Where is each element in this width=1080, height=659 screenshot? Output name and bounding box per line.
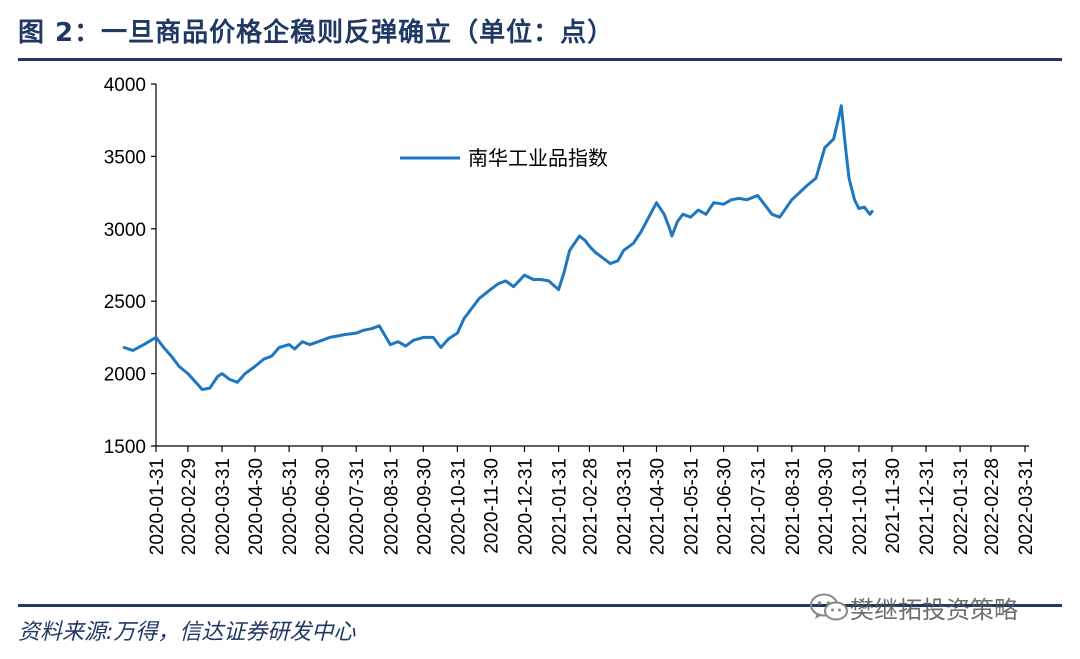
- x-tick-label: 2020-02-29: [179, 458, 200, 555]
- x-tick-labels: 2020-01-31 2020-02-29 2020-03-31 2020-04-30…: [147, 458, 1037, 555]
- x-tick-label: 2021-09-30: [816, 458, 837, 555]
- x-tick-label: 2020-06-30: [313, 458, 334, 555]
- series-line: [122, 104, 874, 391]
- y-tick-label: 1500: [104, 437, 146, 458]
- x-tick-label: 2021-07-31: [749, 458, 770, 555]
- series-layer: [122, 104, 874, 391]
- x-tick-label: 2021-03-31: [615, 458, 636, 555]
- x-tick-label: 2021-06-30: [715, 458, 736, 555]
- watermark-text: 樊继拓投资策略: [850, 596, 1018, 624]
- x-tick-label: 2020-09-30: [414, 458, 435, 555]
- x-tick-label: 2020-12-31: [516, 458, 537, 555]
- x-tick-label: 2020-03-31: [213, 458, 234, 555]
- x-tick-label: 2021-11-30: [883, 458, 904, 554]
- legend: 南华工业品指数: [400, 146, 608, 170]
- x-tick-label: 2020-07-31: [347, 458, 368, 555]
- x-tick-label: 2021-01-31: [550, 458, 571, 555]
- x-tick-label: 2021-10-31: [850, 458, 871, 555]
- y-tick-label: 2500: [104, 292, 146, 313]
- x-tick-label: 2022-01-31: [951, 458, 972, 555]
- bottom-rule: [18, 604, 1062, 607]
- y-tick-labels: 1500 2000 2500 3000 3500 4000: [104, 75, 146, 458]
- y-tick-label: 4000: [104, 75, 146, 96]
- x-tick-label: 2021-04-30: [648, 458, 669, 555]
- chart-title: 图 2：一旦商品价格企稳则反弹确立（单位：点）: [18, 18, 615, 48]
- wechat-icon: [810, 593, 848, 620]
- x-tick-label: 2022-03-31: [1016, 458, 1037, 555]
- x-tick-label: 2020-05-31: [280, 458, 301, 555]
- y-tick-label: 2000: [104, 365, 146, 386]
- legend-label: 南华工业品指数: [468, 146, 608, 170]
- x-tick-label: 2020-10-31: [448, 458, 469, 555]
- y-tick-label: 3500: [104, 147, 146, 168]
- x-tick-label: 2021-08-31: [783, 458, 804, 555]
- x-tick-label: 2022-02-28: [982, 458, 1003, 555]
- x-tick-label: 2020-11-30: [481, 458, 502, 554]
- x-tick-label: 2021-02-28: [580, 458, 601, 555]
- x-tick-label: 2020-08-31: [381, 458, 402, 555]
- top-rule: [18, 58, 1062, 61]
- y-tick-label: 3000: [104, 220, 146, 241]
- chart-axes: [151, 83, 1029, 452]
- source-note: 资料来源:万得，信达证券研发中心: [18, 620, 356, 645]
- watermark: 樊继拓投资策略: [808, 590, 1018, 625]
- x-tick-label: 2020-01-31: [147, 458, 168, 555]
- x-tick-label: 2020-04-30: [246, 458, 267, 555]
- x-tick-label: 2021-05-31: [682, 458, 703, 555]
- x-tick-label: 2021-12-31: [917, 458, 938, 555]
